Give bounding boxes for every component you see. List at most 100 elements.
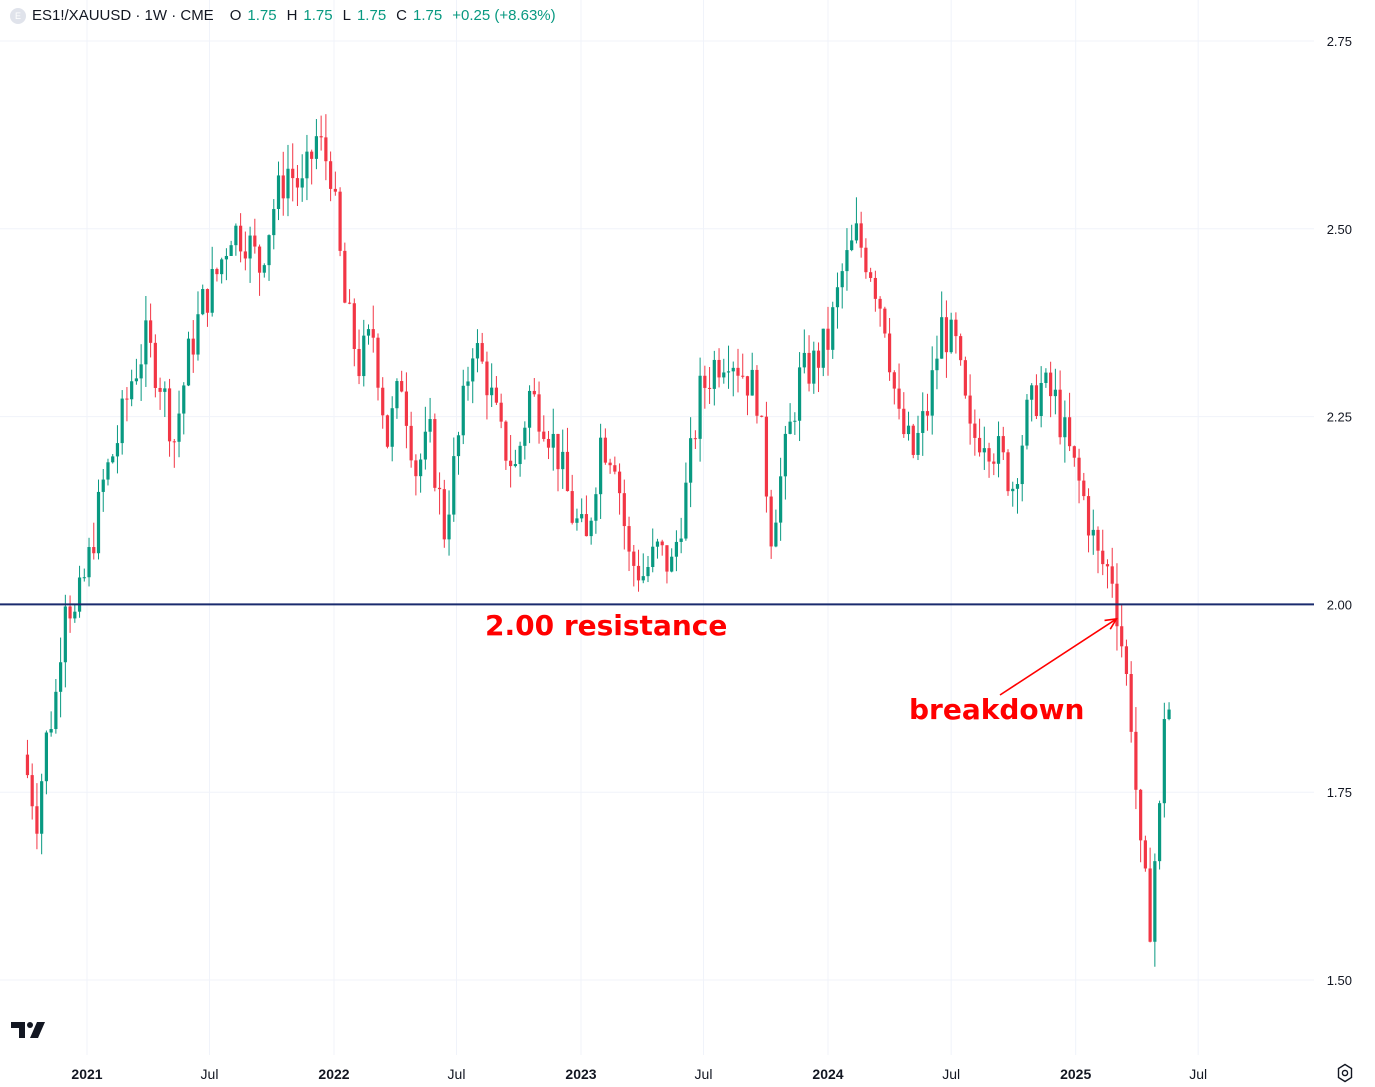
candle-down [978, 438, 981, 452]
candle-up [916, 433, 919, 455]
candle-down [343, 251, 346, 303]
candle-down [637, 566, 640, 580]
candle-down [608, 463, 611, 466]
candle-down [481, 343, 484, 362]
candle-down [864, 248, 867, 272]
candle-down [537, 394, 540, 431]
candle-down [613, 465, 616, 471]
candle-down [414, 460, 417, 476]
candle-up [1011, 489, 1014, 491]
candle-down [926, 411, 929, 416]
candle-up [561, 452, 564, 469]
time-axis[interactable]: 2021 Jul 2022 Jul 2023 Jul 2024 Jul 2025 Jul [71, 1066, 1207, 1082]
candle-up [514, 464, 517, 466]
candle-up [675, 542, 678, 557]
symbol-title[interactable]: ES1!/XAUUSD · 1W · CME [32, 7, 214, 24]
candle-down [376, 338, 379, 388]
open-label: O [230, 7, 242, 24]
candle-up [471, 358, 474, 381]
close-value: 1.75 [413, 7, 442, 24]
candle-down [1073, 446, 1076, 458]
candle-down [869, 272, 872, 278]
candle-down [879, 299, 882, 309]
candle-down [433, 419, 436, 488]
candle-up [523, 428, 526, 446]
price-tick-label: 2.75 [1327, 34, 1352, 49]
price-axis[interactable]: 2.75 2.50 2.25 2.00 1.75 1.50 [1327, 34, 1352, 988]
candle-up [466, 381, 469, 385]
candle-down [618, 472, 621, 494]
candle-down [661, 542, 664, 546]
candle-up [779, 476, 782, 522]
candle-up [305, 152, 308, 179]
candle-down [807, 353, 810, 384]
candle-up [528, 391, 531, 428]
candle-down [1049, 373, 1052, 397]
candle-down [1120, 626, 1123, 646]
candle-down [755, 370, 758, 416]
candle-up [87, 547, 90, 577]
breakdown-arrow [1000, 619, 1116, 695]
candle-down [334, 189, 337, 192]
candle-down [627, 526, 630, 552]
candle-up [424, 432, 427, 460]
candle-up [1040, 383, 1043, 416]
candle-down [192, 339, 195, 355]
candle-up [950, 320, 953, 353]
candle-down [902, 409, 905, 434]
candle-down [353, 303, 356, 349]
candle-up [774, 523, 777, 547]
candle-up [699, 376, 702, 439]
candle-down [547, 439, 550, 448]
candle-down [1087, 496, 1090, 535]
candle-up [121, 399, 124, 444]
candle-up [201, 289, 204, 314]
candle-up [722, 372, 725, 377]
candle-down [258, 247, 261, 273]
time-tick-label: Jul [201, 1066, 219, 1082]
candle-up [272, 209, 275, 235]
candle-up [732, 368, 735, 371]
candle-down [310, 152, 313, 159]
time-tick-label: 2024 [812, 1066, 843, 1082]
tradingview-logo-icon[interactable] [11, 1020, 49, 1040]
time-tick-label: Jul [695, 1066, 713, 1082]
candle-down [760, 416, 763, 417]
candle-down [765, 417, 768, 497]
candle-down [893, 372, 896, 388]
candle-up [855, 223, 858, 240]
price-tick-label: 2.50 [1327, 222, 1352, 237]
candle-down [1082, 481, 1085, 496]
candle-down [964, 360, 967, 395]
candle-down [694, 438, 697, 439]
candle-up [793, 421, 796, 422]
candle-down [125, 399, 128, 400]
candle-down [954, 320, 957, 336]
candle-up [590, 521, 593, 536]
candle-down [1068, 417, 1071, 446]
candle-up [850, 240, 853, 250]
candle-down [1125, 646, 1128, 674]
candle-up [599, 438, 602, 495]
breakdown-arrowhead [1105, 619, 1117, 629]
candle-up [646, 567, 649, 576]
chart-settings-icon[interactable] [1335, 1063, 1355, 1083]
candle-down [410, 426, 413, 460]
candle-up [97, 492, 100, 553]
candle-down [291, 169, 294, 178]
candle-up [727, 371, 730, 372]
candle-up [841, 271, 844, 287]
candle-down [703, 376, 706, 388]
candle-down [509, 461, 512, 466]
candle-up [476, 343, 479, 358]
candle-down [158, 388, 161, 392]
candle-down [1106, 564, 1109, 566]
candle-up [822, 329, 825, 368]
candle-down [566, 452, 569, 491]
candle-down [717, 360, 720, 377]
candle-down [253, 236, 256, 247]
candle-down [92, 547, 95, 553]
candle-down [381, 388, 384, 416]
candle-up [419, 460, 422, 477]
